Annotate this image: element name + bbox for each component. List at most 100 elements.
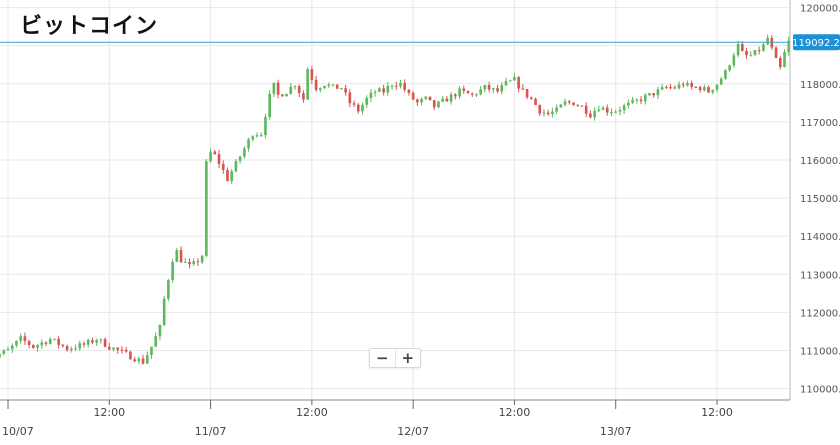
candle-body <box>200 255 204 263</box>
candle-body <box>6 349 10 351</box>
candle-body <box>555 107 558 112</box>
candle-body <box>297 86 301 94</box>
candle-body <box>686 82 689 86</box>
candle-body <box>757 50 761 52</box>
x-tick-label: 10/07 <box>2 425 34 438</box>
x-tick-label: 12:00 <box>93 406 125 419</box>
candle-body <box>32 344 35 348</box>
candle-body <box>542 112 546 114</box>
candle-body <box>546 112 550 115</box>
candle-body <box>778 58 782 68</box>
candle-body <box>154 336 158 347</box>
candle-body <box>601 107 605 110</box>
candle-body <box>378 88 381 92</box>
candle-body <box>221 163 225 171</box>
candle-body <box>306 69 309 100</box>
candle-body <box>86 340 90 345</box>
candle-body <box>23 336 27 342</box>
x-tick-label: 12:00 <box>296 406 328 419</box>
candle-body <box>272 82 276 94</box>
candle-body <box>103 339 107 347</box>
candle-body <box>40 342 44 346</box>
candle-body <box>74 348 77 350</box>
candle-body <box>475 94 478 96</box>
candle-body <box>643 95 647 102</box>
candle-body <box>399 82 402 87</box>
candle-body <box>238 156 242 161</box>
candle-body <box>365 97 369 105</box>
candle-body <box>618 110 622 112</box>
candle-body <box>15 340 18 346</box>
candle-body <box>0 354 1 358</box>
candle-body <box>652 93 655 96</box>
candle-body <box>513 77 516 81</box>
candle-body <box>719 78 723 85</box>
candle-body <box>673 87 677 89</box>
candle-body <box>91 340 94 343</box>
candle-body <box>669 87 672 89</box>
candle-body <box>403 82 407 90</box>
candle-body <box>681 84 685 86</box>
candle-body <box>627 102 630 106</box>
candle-body <box>107 346 111 350</box>
candle-body <box>559 104 563 108</box>
zoom-out-button[interactable]: − <box>375 348 389 367</box>
candle-body <box>137 358 141 362</box>
candle-body <box>567 101 571 103</box>
candle-body <box>310 69 314 80</box>
candle-body <box>715 84 719 90</box>
candle-body <box>124 349 128 352</box>
candle-body <box>538 104 542 114</box>
candle-body <box>340 88 343 90</box>
candle-body <box>344 88 347 93</box>
candle-body <box>10 345 14 350</box>
candle-body <box>635 99 639 101</box>
candle-body <box>631 99 634 103</box>
x-tick-label: 12/07 <box>397 425 429 438</box>
candle-body <box>373 91 377 93</box>
candle-body <box>660 87 664 90</box>
candle-body <box>470 93 474 95</box>
candle-body <box>348 92 352 104</box>
candle-body <box>466 90 470 94</box>
chart-title: ビットコイン <box>20 14 159 39</box>
candle-body <box>458 88 461 97</box>
candle-body <box>179 250 183 263</box>
y-tick-label: 117000.0 <box>800 118 840 129</box>
candle-body <box>386 86 390 93</box>
candle-body <box>449 94 453 102</box>
zoom-in-button[interactable]: + <box>394 349 421 367</box>
candle-body <box>563 101 567 105</box>
candle-body <box>749 55 753 57</box>
candle-body <box>285 93 288 97</box>
candle-body <box>394 85 398 87</box>
candle-body <box>787 40 791 53</box>
candle-body <box>251 136 255 140</box>
candle-body <box>610 112 613 114</box>
candle-body <box>302 93 305 100</box>
candle-body <box>665 87 668 89</box>
candle-body <box>36 345 39 348</box>
candle-body <box>82 343 86 345</box>
candle-body <box>133 359 136 362</box>
candle-body <box>589 113 592 118</box>
candle-body <box>196 261 200 263</box>
candle-body <box>293 86 297 88</box>
candle-body <box>656 89 660 96</box>
candle-body <box>205 161 208 256</box>
candle-body <box>407 89 411 93</box>
candle-body <box>171 261 174 280</box>
candle-body <box>745 50 748 56</box>
candle-body <box>276 82 280 95</box>
candle-body <box>432 100 436 108</box>
candle-body <box>774 47 778 59</box>
candle-body <box>783 52 786 68</box>
candle-body <box>116 347 120 350</box>
candle-body <box>158 325 162 337</box>
y-tick-label: 114000.0 <box>800 232 840 243</box>
candle-body <box>614 111 618 113</box>
candle-body <box>120 349 124 351</box>
candle-body <box>44 342 48 344</box>
candle-body <box>437 101 440 108</box>
y-tick-label: 118000.0 <box>800 80 840 91</box>
